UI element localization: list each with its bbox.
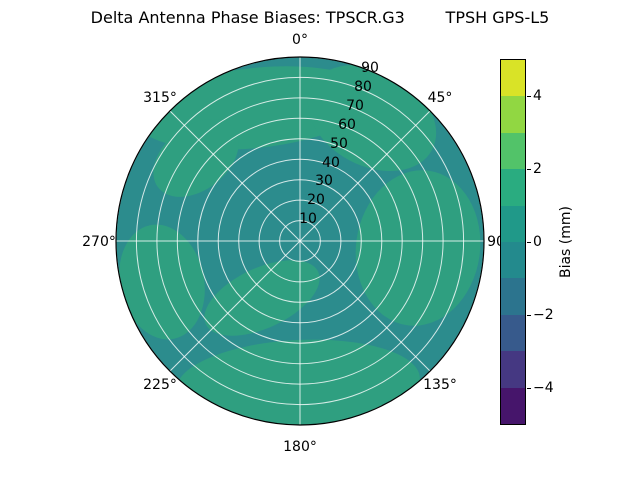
- colorbar-tick: [527, 388, 531, 389]
- colorbar-band: [501, 314, 525, 352]
- r-tick-label: 90: [361, 60, 379, 76]
- colorbar-band: [501, 132, 525, 170]
- colorbar-tick: [527, 169, 531, 170]
- bias-patch: [153, 119, 239, 197]
- polar-gridline-spoke: [169, 110, 301, 242]
- polar-grid-spokes: [116, 57, 484, 425]
- theta-tick-label: 0°: [292, 32, 308, 48]
- r-tick-label: 40: [322, 155, 340, 171]
- bias-patch: [355, 170, 481, 326]
- colorbar-band: [501, 351, 525, 388]
- r-tick-label: 30: [315, 173, 333, 189]
- colorbar-tick-label: 0: [533, 234, 542, 250]
- polar-gridline-spoke: [299, 240, 431, 372]
- colorbar-band: [501, 60, 525, 97]
- colorbar-tick-label: 4: [533, 88, 542, 104]
- theta-tick-label: 315°: [143, 90, 177, 106]
- r-tick-label: 20: [307, 192, 325, 208]
- r-tick-label: 60: [338, 117, 356, 133]
- bias-patch: [204, 260, 320, 336]
- r-tick-label: 70: [346, 98, 364, 114]
- colorbar-tick: [527, 96, 531, 97]
- colorbar-band: [501, 96, 525, 133]
- colorbar-tick: [527, 242, 531, 243]
- colorbar-tick-label: 2: [533, 161, 542, 177]
- colorbar-band: [501, 169, 525, 206]
- colorbar-band: [501, 205, 525, 243]
- polar-axes-edge: [115, 56, 485, 426]
- theta-tick-labels: 0° 45° 90 135° 180° 225° 270° 315°: [82, 32, 505, 455]
- theta-tick-label: 45°: [428, 90, 453, 106]
- colorbar-band: [501, 387, 525, 425]
- r-tick-label: 50: [330, 136, 348, 152]
- colorbar: [500, 59, 526, 425]
- theta-tick-label: 180°: [283, 439, 317, 455]
- colorbar-band: [501, 278, 525, 315]
- colorbar-axis-label: Bias (mm): [558, 205, 574, 279]
- r-tick-labels: 10 20 30 40 50 60 70 80 90: [299, 60, 379, 227]
- figure-title: Delta Antenna Phase Biases: TPSCR.G3 TPS…: [90, 8, 550, 27]
- theta-tick-label: 135°: [423, 377, 457, 393]
- r-tick-label: 10: [299, 211, 317, 227]
- r-tick-label: 80: [354, 79, 372, 95]
- colorbar-tick: [527, 315, 531, 316]
- polar-gridline-spoke: [299, 110, 431, 242]
- theta-tick-label: 270°: [82, 234, 116, 250]
- bias-patch: [307, 64, 437, 172]
- colorbar-tick-label: −2: [533, 307, 554, 323]
- colorbar-band: [501, 242, 525, 279]
- colorbar-tick-label: −4: [533, 380, 554, 396]
- theta-tick-label: 225°: [143, 377, 177, 393]
- bias-patch: [119, 224, 205, 340]
- polar-gridline-spoke: [169, 240, 301, 372]
